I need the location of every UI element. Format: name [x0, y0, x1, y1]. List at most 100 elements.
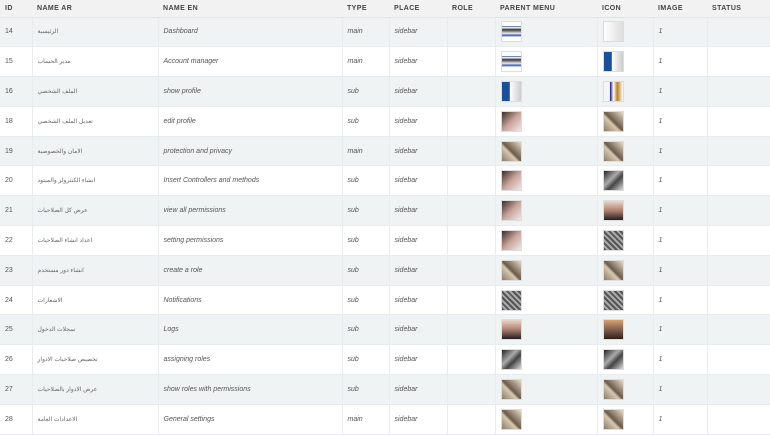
cell-image: 1	[653, 165, 708, 197]
table-row[interactable]: 16 الملف الشخصي show profile sub sidebar 1	[0, 76, 770, 107]
cell-name-ar: عرض الادوار بالصلاحيات	[32, 374, 159, 405]
table-row[interactable]: 15 مدير الحساب Account manager main sidebar 1	[0, 46, 770, 78]
cell-parent-menu	[495, 374, 598, 405]
cell-role	[447, 344, 496, 376]
cell-place: sidebar	[389, 225, 448, 256]
column-header[interactable]: NAME AR	[32, 0, 158, 18]
cell-image: 1	[653, 46, 708, 78]
table-row[interactable]: 23 انشاء دور مستخدم create a role sub sideba…	[0, 255, 770, 286]
icon-thumbnail	[602, 319, 624, 341]
column-header[interactable]: STATUS	[707, 0, 770, 18]
parent-menu-thumbnail	[500, 140, 522, 162]
cell-id: 15	[0, 46, 33, 78]
cell-icon	[597, 404, 654, 435]
table-row[interactable]: 18 تعديل الملف الشخصي edit profile sub sideb…	[0, 106, 770, 137]
cell-image: 1	[653, 195, 708, 227]
icon-thumbnail	[602, 140, 624, 162]
table-row[interactable]: 14 الرئيسية Dashboard main sidebar 1	[0, 17, 770, 48]
cell-id: 23	[0, 255, 33, 286]
cell-id: 20	[0, 165, 33, 197]
cell-image: 1	[653, 76, 708, 107]
cell-place: sidebar	[389, 314, 448, 346]
cell-name-ar: الامان والخصوصية	[32, 136, 159, 167]
table-row[interactable]: 24 الاشعارات Notifications sub sidebar 1	[0, 285, 770, 316]
cell-icon	[597, 136, 654, 167]
icon-thumbnail	[602, 51, 624, 73]
cell-image: 1	[653, 285, 708, 316]
table-row[interactable]: 19 الامان والخصوصية protection and privacy…	[0, 136, 770, 167]
cell-id: 14	[0, 17, 33, 48]
parent-menu-thumbnail	[500, 80, 522, 102]
column-header[interactable]: PLACE	[389, 0, 447, 18]
cell-icon	[597, 344, 654, 376]
cell-icon	[597, 314, 654, 346]
table-row[interactable]: 21 عرض كل الصلاحيات view all permissions su…	[0, 195, 770, 227]
cell-place: sidebar	[389, 46, 448, 78]
cell-role	[447, 374, 496, 405]
cell-status	[707, 225, 770, 256]
cell-id: 16	[0, 76, 33, 107]
icon-thumbnail	[602, 21, 624, 43]
cell-place: sidebar	[389, 255, 448, 286]
cell-place: sidebar	[389, 17, 448, 48]
cell-type: main	[342, 136, 390, 167]
cell-name-en: show profile	[158, 76, 343, 107]
cell-role	[447, 76, 496, 107]
cell-parent-menu	[495, 106, 598, 137]
icon-thumbnail	[602, 408, 624, 430]
cell-status	[707, 374, 770, 405]
parent-menu-thumbnail	[500, 170, 522, 192]
cell-name-ar: انشاء الكنترولر والميثود	[32, 165, 159, 197]
cell-type: sub	[342, 255, 390, 286]
table-row[interactable]: 26 تخصيص صلاحيات الادوار assigning roles su…	[0, 344, 770, 376]
cell-parent-menu	[495, 404, 598, 435]
cell-icon	[597, 165, 654, 197]
cell-id: 24	[0, 285, 33, 316]
column-header[interactable]: ROLE	[447, 0, 495, 18]
cell-name-ar: الملف الشخصي	[32, 76, 159, 107]
icon-thumbnail	[602, 80, 624, 102]
cell-name-en: Dashboard	[158, 17, 343, 48]
cell-status	[707, 165, 770, 197]
cell-status	[707, 106, 770, 137]
cell-icon	[597, 46, 654, 78]
cell-status	[707, 136, 770, 167]
cell-name-en: view all permissions	[158, 195, 343, 227]
table-row[interactable]: 28 الاعدادات العامة General settings main si…	[0, 404, 770, 435]
cell-icon	[597, 225, 654, 256]
cell-name-ar: انشاء دور مستخدم	[32, 255, 159, 286]
column-header[interactable]: ICON	[597, 0, 653, 18]
cell-name-en: setting permissions	[158, 225, 343, 256]
cell-type: main	[342, 46, 390, 78]
parent-menu-thumbnail	[500, 349, 522, 371]
table-row[interactable]: 22 اعداد انشاء الصلاحيات setting permissio…	[0, 225, 770, 256]
parent-menu-thumbnail	[500, 51, 522, 73]
cell-name-ar: الاعدادات العامة	[32, 404, 159, 435]
cell-place: sidebar	[389, 374, 448, 405]
cell-icon	[597, 76, 654, 107]
cell-name-en: assigning roles	[158, 344, 343, 376]
cell-name-en: Logs	[158, 314, 343, 346]
parent-menu-thumbnail	[500, 378, 522, 400]
column-header[interactable]: NAME EN	[158, 0, 342, 18]
cell-type: sub	[342, 106, 390, 137]
table-row[interactable]: 27 عرض الادوار بالصلاحيات show roles with …	[0, 374, 770, 405]
cell-role	[447, 195, 496, 227]
column-header[interactable]: PARENT MENU	[495, 0, 597, 18]
cell-name-en: protection and privacy	[158, 136, 343, 167]
cell-place: sidebar	[389, 344, 448, 376]
column-header[interactable]: TYPE	[342, 0, 389, 18]
cell-place: sidebar	[389, 285, 448, 316]
column-header[interactable]: IMAGE	[653, 0, 707, 18]
cell-place: sidebar	[389, 404, 448, 435]
cell-image: 1	[653, 106, 708, 137]
cell-parent-menu	[495, 165, 598, 197]
table-row[interactable]: 25 سجلات الدخول Logs sub sidebar 1	[0, 314, 770, 346]
cell-place: sidebar	[389, 76, 448, 107]
column-header[interactable]: ID	[0, 0, 32, 18]
cell-type: main	[342, 404, 390, 435]
cell-icon	[597, 285, 654, 316]
cell-parent-menu	[495, 225, 598, 256]
table-row[interactable]: 20 انشاء الكنترولر والميثود Insert Control…	[0, 165, 770, 197]
